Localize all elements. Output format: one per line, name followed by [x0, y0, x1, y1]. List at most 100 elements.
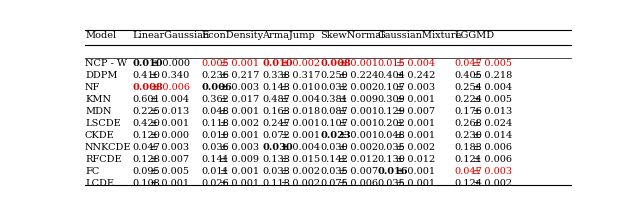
- Text: 0.010: 0.010: [202, 131, 229, 140]
- Text: 0.338: 0.338: [262, 71, 291, 80]
- Text: ± 0.224: ± 0.224: [339, 71, 378, 80]
- Text: ± 0.001: ± 0.001: [220, 107, 259, 116]
- Text: 0.124: 0.124: [454, 179, 483, 188]
- Text: ± 0.001: ± 0.001: [150, 119, 189, 128]
- Text: ± 0.000: ± 0.000: [150, 131, 189, 140]
- Text: ± 0.317: ± 0.317: [281, 71, 320, 80]
- Text: 0.183: 0.183: [454, 143, 483, 152]
- Text: ± 0.001: ± 0.001: [396, 95, 435, 104]
- Text: 0.047: 0.047: [132, 143, 160, 152]
- Text: ± 0.001: ± 0.001: [339, 131, 378, 140]
- Text: ± 0.009: ± 0.009: [220, 155, 259, 164]
- Text: ± 0.012: ± 0.012: [396, 155, 435, 164]
- Text: ± 0.002: ± 0.002: [281, 59, 321, 68]
- Text: 0.048: 0.048: [202, 107, 229, 116]
- Text: 0.247: 0.247: [262, 119, 291, 128]
- Text: MDN: MDN: [85, 107, 111, 116]
- Text: 0.404: 0.404: [378, 71, 406, 80]
- Text: 0.250: 0.250: [321, 71, 348, 80]
- Text: ± 0.003: ± 0.003: [220, 83, 259, 92]
- Text: 0.011: 0.011: [202, 167, 229, 176]
- Text: 0.420: 0.420: [132, 119, 160, 128]
- Text: 0.047: 0.047: [454, 167, 483, 176]
- Text: RFCDE: RFCDE: [85, 155, 122, 164]
- Text: 0.141: 0.141: [202, 155, 230, 164]
- Text: 0.006: 0.006: [202, 83, 232, 92]
- Text: ± 0.001: ± 0.001: [220, 179, 259, 188]
- Text: 0.487: 0.487: [262, 95, 291, 104]
- Text: 0.163: 0.163: [262, 107, 291, 116]
- Text: ± 0.001: ± 0.001: [281, 119, 320, 128]
- Text: 0.033: 0.033: [262, 167, 291, 176]
- Text: 0.075: 0.075: [321, 179, 348, 188]
- Text: ± 0.001: ± 0.001: [396, 119, 435, 128]
- Text: ± 0.004: ± 0.004: [281, 95, 320, 104]
- Text: ± 0.217: ± 0.217: [220, 71, 259, 80]
- Text: ± 0.007: ± 0.007: [339, 167, 378, 176]
- Text: ± 0.003: ± 0.003: [150, 143, 189, 152]
- Text: ± 0.004: ± 0.004: [396, 59, 435, 68]
- Text: 0.601: 0.601: [132, 95, 160, 104]
- Text: 0.120: 0.120: [132, 131, 160, 140]
- Text: ± 0.242: ± 0.242: [396, 71, 435, 80]
- Text: 0.095: 0.095: [132, 167, 160, 176]
- Text: EconDensity: EconDensity: [202, 31, 264, 40]
- Text: ± 0.004: ± 0.004: [281, 143, 321, 152]
- Text: 0.072: 0.072: [262, 131, 291, 140]
- Text: 0.113: 0.113: [262, 179, 291, 188]
- Text: LinearGaussian: LinearGaussian: [132, 31, 209, 40]
- Text: ArmaJump: ArmaJump: [262, 31, 316, 40]
- Text: 0.381: 0.381: [321, 95, 348, 104]
- Text: 0.309: 0.309: [378, 95, 405, 104]
- Text: ± 0.001: ± 0.001: [339, 59, 378, 68]
- Text: ± 0.001: ± 0.001: [396, 167, 435, 176]
- Text: ± 0.024: ± 0.024: [473, 119, 512, 128]
- Text: 0.008: 0.008: [132, 83, 163, 92]
- Text: 0.047: 0.047: [454, 59, 483, 68]
- Text: ± 0.218: ± 0.218: [473, 71, 512, 80]
- Text: 0.107: 0.107: [378, 83, 406, 92]
- Text: ± 0.001: ± 0.001: [281, 131, 320, 140]
- Text: 0.224: 0.224: [454, 95, 483, 104]
- Text: ± 0.001: ± 0.001: [396, 179, 435, 188]
- Text: ± 0.006: ± 0.006: [339, 179, 378, 188]
- Text: 0.225: 0.225: [132, 107, 160, 116]
- Text: ± 0.001: ± 0.001: [220, 167, 259, 176]
- Text: ± 0.001: ± 0.001: [339, 107, 378, 116]
- Text: ± 0.002: ± 0.002: [281, 179, 320, 188]
- Text: 0.008: 0.008: [321, 59, 351, 68]
- Text: ± 0.010: ± 0.010: [281, 83, 320, 92]
- Text: DDPM: DDPM: [85, 71, 118, 80]
- Text: ± 0.006: ± 0.006: [473, 155, 512, 164]
- Text: 0.405: 0.405: [454, 71, 482, 80]
- Text: 0.107: 0.107: [321, 119, 348, 128]
- Text: 0.032: 0.032: [321, 83, 348, 92]
- Text: SkewNormal: SkewNormal: [321, 31, 385, 40]
- Text: ± 0.001: ± 0.001: [339, 119, 378, 128]
- Text: ± 0.013: ± 0.013: [150, 107, 189, 116]
- Text: FC: FC: [85, 167, 99, 176]
- Text: 0.035: 0.035: [378, 179, 405, 188]
- Text: 0.023: 0.023: [321, 131, 351, 140]
- Text: NNKCDE: NNKCDE: [85, 143, 131, 152]
- Text: 0.108: 0.108: [132, 179, 160, 188]
- Text: 0.026: 0.026: [202, 179, 229, 188]
- Text: 0.048: 0.048: [378, 131, 405, 140]
- Text: 0.030: 0.030: [321, 143, 348, 152]
- Text: ± 0.002: ± 0.002: [220, 119, 259, 128]
- Text: 0.129: 0.129: [378, 107, 406, 116]
- Text: 0.202: 0.202: [378, 119, 406, 128]
- Text: ± 0.004: ± 0.004: [150, 95, 189, 104]
- Text: CKDE: CKDE: [85, 131, 115, 140]
- Text: LGGMD: LGGMD: [454, 31, 495, 40]
- Text: 0.035: 0.035: [378, 143, 405, 152]
- Text: LSCDE: LSCDE: [85, 119, 121, 128]
- Text: ± 0.001: ± 0.001: [150, 179, 189, 188]
- Text: 0.254: 0.254: [454, 83, 483, 92]
- Text: ± 0.001: ± 0.001: [220, 59, 259, 68]
- Text: LCDE: LCDE: [85, 179, 114, 188]
- Text: ± 0.002: ± 0.002: [339, 83, 378, 92]
- Text: ± 0.013: ± 0.013: [473, 107, 512, 116]
- Text: 0.036: 0.036: [202, 143, 229, 152]
- Text: ± 0.006: ± 0.006: [151, 83, 190, 92]
